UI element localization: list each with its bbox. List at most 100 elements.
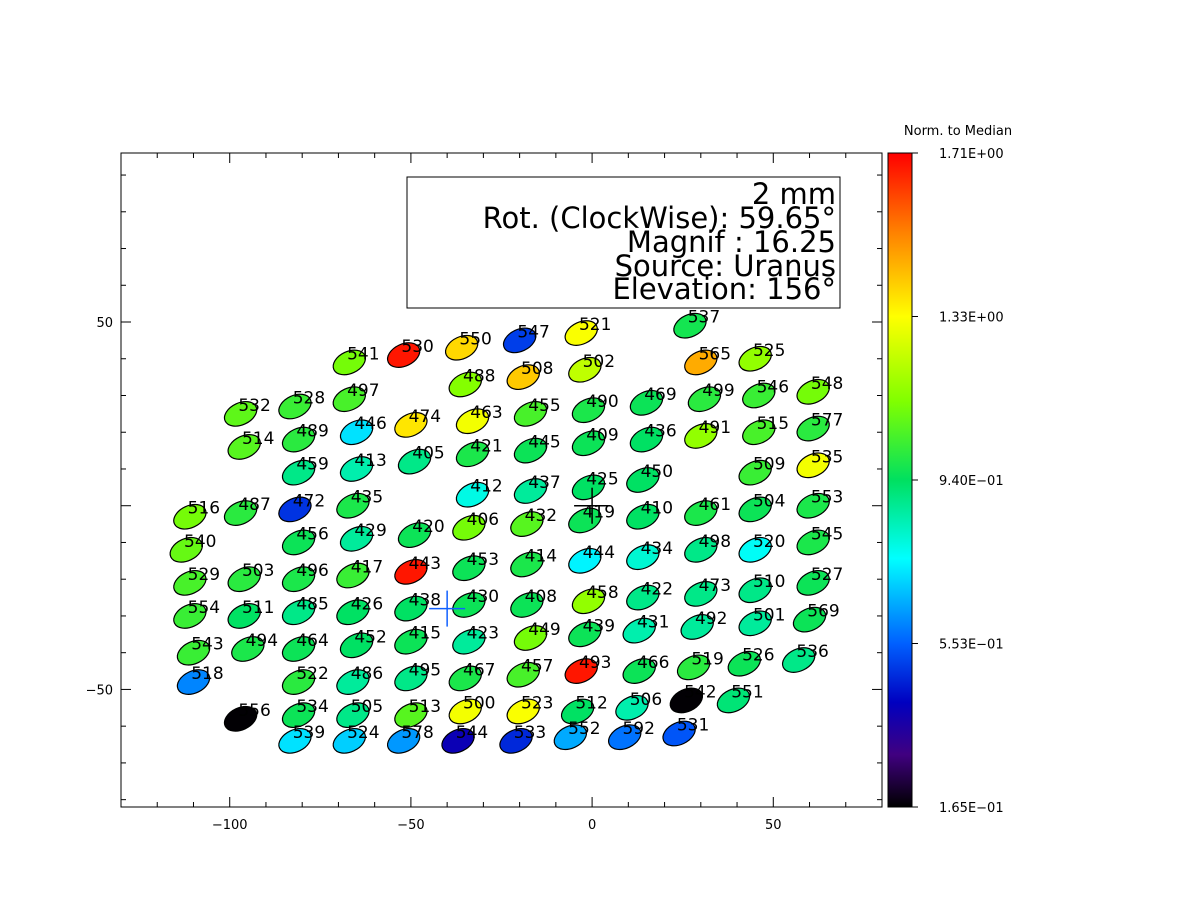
detector-pixel	[506, 661, 540, 688]
detector-label: 521	[579, 315, 611, 335]
detector-pixel	[394, 702, 428, 729]
detector-pixel	[568, 356, 602, 383]
detector-label: 537	[688, 308, 720, 328]
detector-pixel	[564, 320, 598, 346]
colorbar-tick-label: 1.71E+00	[939, 147, 1004, 162]
detector-label: 489	[296, 422, 328, 442]
colorbar-tick-label: 1.33E+00	[939, 311, 1004, 326]
detector-label: 450	[641, 462, 673, 482]
detector-label: 518	[191, 664, 223, 684]
colorbar-scale	[887, 152, 913, 808]
detector-label: 578	[401, 723, 433, 743]
detector-label: 508	[521, 359, 553, 379]
detector-label: 490	[586, 392, 618, 412]
colorbar-tick-label: 5.53E−01	[939, 638, 1004, 653]
detector-pixel	[796, 529, 830, 556]
detector-pixel	[626, 503, 660, 530]
detector-pixel	[339, 632, 374, 659]
detector-pixel	[629, 426, 664, 453]
detector-pixel	[626, 544, 660, 571]
detector-label: 437	[528, 473, 560, 493]
detector-label: 551	[731, 682, 763, 702]
detector-label: 516	[188, 499, 220, 519]
detector-label: 429	[354, 521, 386, 541]
y-tick-label: −50	[86, 683, 113, 698]
detector-label: 415	[409, 624, 441, 644]
detector-pixel	[513, 625, 548, 651]
detector-label: 506	[630, 690, 662, 710]
detector-pixel	[571, 430, 606, 457]
detector-label: 406	[467, 510, 499, 530]
detector-pixel	[227, 434, 261, 460]
detector-label: 550	[459, 330, 491, 350]
detector-pixel	[680, 614, 714, 640]
detector-label: 452	[354, 627, 386, 647]
detector-pixel	[684, 536, 718, 563]
detector-label: 491	[699, 418, 731, 438]
detector-label: 469	[644, 385, 676, 405]
detector-label: 513	[409, 697, 441, 717]
detector-label: 535	[811, 447, 843, 467]
detector-label: 461	[699, 495, 731, 515]
detector-label: 546	[757, 377, 789, 397]
detector-pixel	[727, 650, 761, 677]
detector-pixel	[397, 448, 432, 475]
detector-pixel	[553, 724, 588, 751]
detector-label: 526	[742, 646, 774, 666]
detector-label: 556	[238, 701, 270, 721]
detector-label: 457	[521, 657, 553, 677]
detector-pixel	[626, 467, 660, 493]
detector-label: 405	[412, 444, 444, 464]
detector-label: 544	[456, 723, 488, 743]
detector-label: 431	[637, 613, 669, 633]
detector-label: 547	[517, 322, 549, 342]
detector-pixel	[227, 566, 261, 593]
detector-pixel	[513, 478, 548, 504]
x-tick-label: 50	[765, 818, 782, 833]
detector-label: 434	[641, 539, 673, 559]
detector-pixel	[444, 334, 479, 361]
detector-label: 466	[637, 653, 669, 673]
detector-pixel	[397, 522, 432, 549]
detector-label: 432	[525, 506, 557, 526]
detector-pixel	[455, 481, 490, 508]
detector-pixel	[796, 415, 830, 442]
detector-pixel	[792, 606, 827, 633]
detector-pixel	[510, 592, 544, 618]
detector-label: 545	[811, 524, 843, 544]
detector-pixel	[738, 577, 772, 604]
detector-pixel	[513, 437, 548, 464]
detector-label: 446	[354, 414, 386, 434]
detector-pixel	[448, 665, 482, 692]
detector-pixel	[452, 514, 486, 541]
detector-label: 425	[586, 469, 618, 489]
x-tick-label: 0	[588, 818, 596, 833]
detector-label: 421	[470, 436, 502, 456]
detector-label: 520	[753, 532, 785, 552]
plot-frame	[120, 152, 883, 808]
detector-label: 422	[641, 580, 673, 600]
detector-label: 499	[702, 381, 734, 401]
detector-pixel	[281, 669, 316, 695]
detector-label: 459	[296, 455, 328, 475]
detector-pixel	[281, 529, 316, 556]
detector-pixel	[339, 525, 374, 552]
detector-label: 504	[753, 491, 785, 511]
detector-label: 435	[351, 488, 383, 508]
detector-label: 417	[351, 558, 383, 578]
detector-pixel	[455, 408, 490, 435]
detector-label: 426	[351, 594, 383, 614]
colorbar-tick-label: 9.40E−01	[939, 474, 1004, 489]
detector-pixel	[626, 584, 660, 611]
detector-label: 540	[184, 532, 216, 552]
detector-pixel	[738, 459, 772, 486]
detector-pixel	[781, 647, 816, 673]
info-line-4: Source: Uranus	[615, 249, 836, 283]
detector-label: 449	[528, 620, 560, 640]
detector-pixel	[622, 617, 656, 644]
detector-pixel	[452, 628, 486, 655]
detector-label: 413	[354, 451, 386, 471]
detector-pixel	[452, 555, 486, 582]
detector-pixel	[796, 378, 830, 405]
detector-label: 565	[699, 344, 731, 364]
